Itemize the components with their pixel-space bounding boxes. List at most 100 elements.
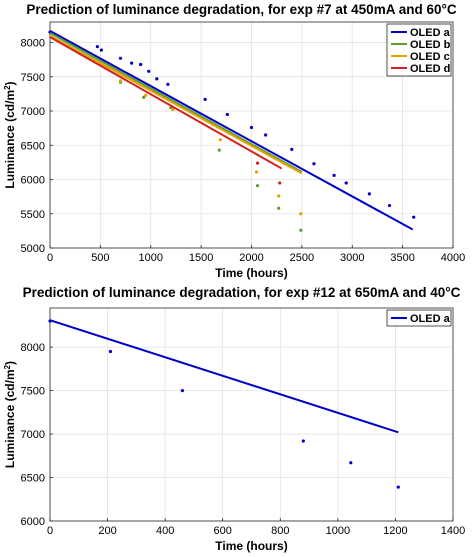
x-tick-label: 1400 [441,525,465,537]
data-point [277,194,281,198]
y-tick-label: 7000 [21,429,45,441]
x-tick-label: 500 [91,252,109,264]
x-tick-label: 800 [271,525,289,537]
fit-line [49,319,399,434]
data-point [349,461,353,465]
plot-area [50,308,453,521]
series-oled-a [48,30,416,231]
legend: OLED a [386,309,452,327]
data-point [344,181,348,185]
y-axis-label-tail: ) [3,361,17,365]
data-point [142,95,146,99]
data-point [130,61,134,65]
data-point [290,147,294,151]
data-point [166,82,170,86]
y-axis-label: Luminance (cd/m2) [3,361,17,468]
y-axis-label-main: Luminance (cd/m [3,369,17,468]
legend-label: OLED a [410,313,451,325]
x-tick-label: 400 [156,525,174,537]
data-point [367,192,371,196]
y-tick-label: 8000 [21,38,45,50]
x-tick-label: 1500 [189,252,213,264]
data-point [144,93,148,97]
y-axis-label: Luminance (cd/m2) [3,81,17,188]
data-point [301,439,305,443]
y-axis-label-tail: ) [3,81,17,85]
data-point [203,97,207,101]
data-point [99,48,103,52]
data-point [312,162,316,166]
y-axis-label-superscript: 2 [3,364,12,369]
data-point [255,184,260,188]
data-point [299,212,303,216]
data-point [255,161,260,165]
data-point [95,45,99,49]
data-point [264,133,268,137]
chart-exp12: 0 200 400 600 800 1000 1200 1400 6000 6500 7000 750… [3,285,465,553]
legend-label: OLED c [410,51,450,63]
x-tick-label: 0 [47,525,53,537]
y-tick-label: 7500 [21,386,45,398]
data-point [412,215,416,219]
legend-label: OLED b [410,39,451,51]
data-point [171,108,175,112]
x-tick-label: 3000 [340,252,364,264]
data-point [277,206,281,210]
y-tick-label: 7500 [21,72,45,84]
data-point [155,77,159,81]
data-point [218,138,222,142]
legend-label: OLED d [410,63,450,75]
series-oled-c [49,34,303,216]
data-point [278,181,282,185]
x-tick-label: 1000 [139,252,163,264]
fit-line [49,32,303,173]
data-point [249,125,254,130]
data-point [387,203,392,208]
y-tick-label: 6500 [21,140,45,152]
fit-line [49,30,414,231]
y-tick-label: 6000 [21,516,45,528]
y-axis-label-superscript: 2 [3,85,12,90]
data-point [225,112,229,117]
x-axis-label: Time (hours) [215,539,287,553]
series-oled-a [48,319,400,489]
chart-title: Prediction of luminance degradation, for… [26,2,457,17]
x-axis-label: Time (hours) [215,266,287,280]
x-tick-label: 3500 [390,252,414,264]
y-axis-label-main: Luminance (cd/m [3,90,17,189]
data-point [254,170,259,174]
y-tick-label: 7000 [21,106,45,118]
x-tick-label: 200 [98,525,116,537]
data-point [108,349,113,354]
series-oled-d [49,36,283,185]
data-point [396,485,400,489]
x-tick-label: 2000 [239,252,263,264]
y-tick-label: 6000 [21,175,45,187]
y-tick-label: 6500 [21,473,45,485]
data-point [332,173,336,178]
fit-line [49,34,303,175]
data-point [147,69,151,73]
data-point [118,56,123,60]
x-tick-label: 1200 [383,525,407,537]
y-tick-label: 5000 [21,243,45,255]
data-point [299,228,303,232]
axes-box [49,307,454,522]
chart-exp7: 0 500 1000 1500 2000 2500 3000 3500 4000 5000 5500… [3,2,465,280]
chart-title: Prediction of luminance degradation, for… [23,285,461,300]
x-tick-label: 1000 [326,525,350,537]
data-point [48,319,52,323]
x-tick-label: 4000 [441,252,465,264]
data-point [217,148,221,152]
legend-label: OLED a [410,27,451,39]
y-tick-label: 5500 [21,209,45,221]
legend-box [386,309,452,327]
data-point [180,388,185,393]
y-tick-label: 8000 [21,342,45,354]
x-tick-label: 0 [47,252,53,264]
fit-line [49,36,283,170]
x-tick-label: 2500 [290,252,314,264]
data-point [139,62,143,67]
